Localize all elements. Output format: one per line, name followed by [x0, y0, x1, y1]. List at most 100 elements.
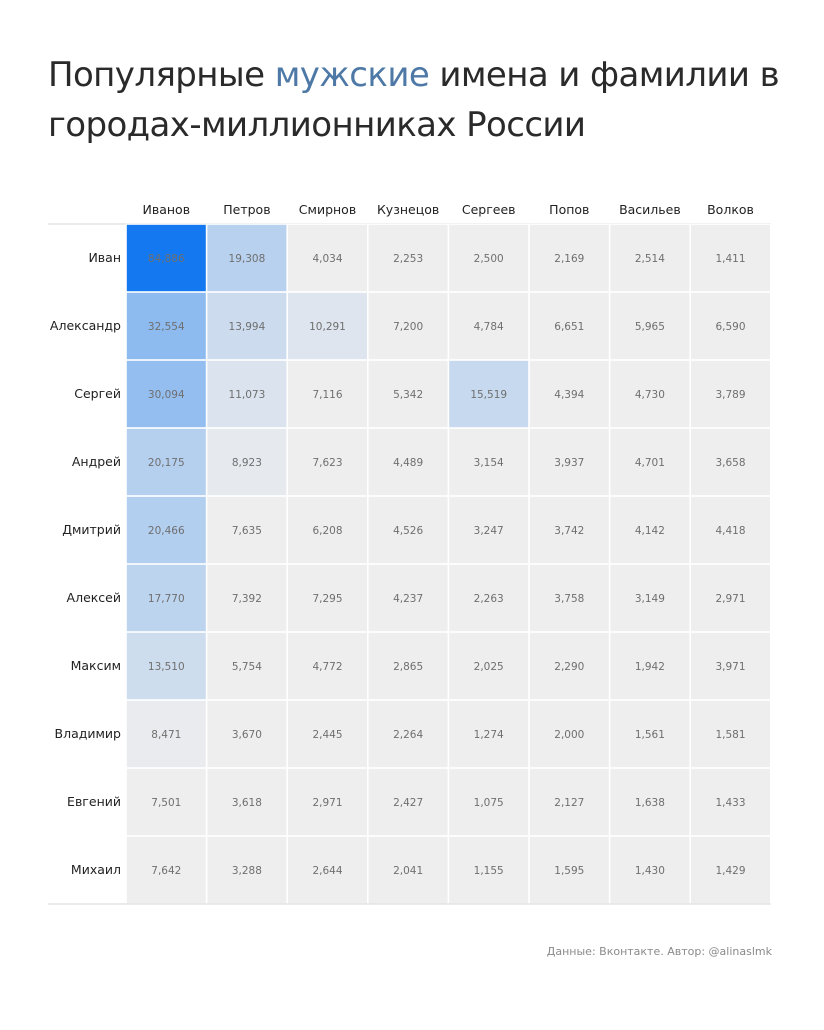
heatmap-cell	[609, 563, 691, 633]
heatmap-cell	[609, 835, 691, 905]
cell-value-label: 4,526	[393, 525, 423, 537]
cell-value-label: 20,175	[148, 457, 185, 469]
cell-value-label: 4,237	[393, 593, 423, 605]
heatmap-cell	[287, 495, 368, 565]
heatmap-cell	[448, 427, 530, 497]
cell-value-label: 11,073	[229, 389, 266, 401]
cell-value-label: 2,971	[715, 593, 745, 605]
column-header: Сергеев	[462, 202, 516, 217]
cell-value-label: 5,342	[393, 389, 423, 401]
cell-value-label: 7,116	[312, 389, 342, 401]
heatmap-grid: Иванов Петров Смирнов Кузнецов Сергеев Попов В…	[48, 202, 771, 905]
row-label: Владимир	[55, 726, 122, 741]
cell-value-label: 3,971	[715, 661, 745, 673]
cell-value-label: 4,701	[635, 457, 665, 469]
column-header: Попов	[549, 202, 589, 217]
heatmap-cell	[367, 495, 449, 565]
heatmap-cell	[448, 631, 530, 701]
row-label: Сергей	[74, 386, 121, 401]
row-label: Алексей	[67, 590, 121, 605]
cell-value-label: 2,290	[554, 661, 584, 673]
cell-value-label: 2,127	[554, 797, 584, 809]
heatmap-cell	[206, 563, 288, 633]
heatmap-cell	[690, 767, 771, 837]
heatmap-cell	[125, 835, 207, 905]
heatmap-cell	[609, 223, 691, 293]
cell-value-label: 13,510	[148, 661, 185, 673]
cell-value-label: 1,430	[635, 865, 665, 877]
cell-value-label: 4,418	[715, 525, 745, 537]
heatmap-cell	[609, 631, 691, 701]
heatmap-cell	[448, 291, 530, 361]
heatmap-cell	[206, 699, 288, 769]
heatmap-cell	[528, 291, 610, 361]
heatmap-cell	[125, 223, 207, 293]
cell-value-label: 2,264	[393, 729, 423, 741]
cell-value-label: 6,651	[554, 321, 584, 333]
heatmap-cell	[125, 631, 207, 701]
cell-value-label: 2,263	[474, 593, 504, 605]
cell-value-label: 84,886	[148, 253, 185, 265]
heatmap-cell	[690, 291, 771, 361]
heatmap-cell	[287, 291, 368, 361]
heatmap-cell	[609, 495, 691, 565]
heatmap-cell	[528, 767, 610, 837]
heatmap-cell	[367, 359, 449, 429]
heatmap-cell	[448, 495, 530, 565]
heatmap-cell	[367, 563, 449, 633]
heatmap-cell	[287, 563, 368, 633]
row-label: Иван	[88, 250, 121, 265]
cell-value-label: 3,149	[635, 593, 665, 605]
heatmap-cell	[528, 699, 610, 769]
cell-value-label: 7,623	[312, 457, 342, 469]
heatmap-cell	[609, 291, 691, 361]
cell-value-label: 4,784	[474, 321, 504, 333]
heatmap-cell	[690, 359, 771, 429]
heatmap-cell	[287, 223, 368, 293]
heatmap-cell	[206, 427, 288, 497]
heatmap-cell	[367, 699, 449, 769]
cell-value-label: 3,618	[232, 797, 262, 809]
heatmap-cell	[690, 223, 771, 293]
cell-value-label: 1,638	[635, 797, 665, 809]
heatmap-cell	[690, 495, 771, 565]
cell-value-label: 3,288	[232, 865, 262, 877]
cell-value-label: 3,758	[554, 593, 584, 605]
cell-value-label: 4,772	[312, 661, 342, 673]
heatmap-cell	[125, 495, 207, 565]
heatmap-cell	[206, 223, 288, 293]
heatmap-cell	[528, 835, 610, 905]
cell-value-label: 3,937	[554, 457, 584, 469]
column-header: Васильев	[619, 202, 681, 217]
heatmap-cell	[206, 495, 288, 565]
heatmap-cell	[206, 359, 288, 429]
heatmap-cell	[206, 631, 288, 701]
cell-value-label: 19,308	[229, 253, 266, 265]
cell-value-label: 2,644	[312, 865, 342, 877]
cell-value-label: 1,433	[715, 797, 745, 809]
cell-value-label: 3,247	[474, 525, 504, 537]
heatmap-cell	[367, 835, 449, 905]
heatmap-cell	[125, 767, 207, 837]
heatmap-cell	[287, 835, 368, 905]
column-header: Смирнов	[299, 202, 356, 217]
cell-value-label: 1,595	[554, 865, 584, 877]
heatmap-cell	[287, 631, 368, 701]
heatmap-cell	[690, 427, 771, 497]
heatmap-cell	[287, 767, 368, 837]
cell-value-label: 1,429	[715, 865, 745, 877]
heatmap-cell	[287, 699, 368, 769]
heatmap-cell	[206, 835, 288, 905]
cell-value-label: 20,466	[148, 525, 185, 537]
cell-value-label: 2,025	[474, 661, 504, 673]
cell-value-label: 1,581	[715, 729, 745, 741]
row-label: Михаил	[71, 862, 121, 877]
heatmap-cell	[690, 631, 771, 701]
cell-value-label: 6,208	[312, 525, 342, 537]
cell-value-label: 7,392	[232, 593, 262, 605]
heatmap-cell	[448, 699, 530, 769]
heatmap-cell	[528, 631, 610, 701]
cell-value-label: 4,489	[393, 457, 423, 469]
heatmap-cell	[690, 835, 771, 905]
